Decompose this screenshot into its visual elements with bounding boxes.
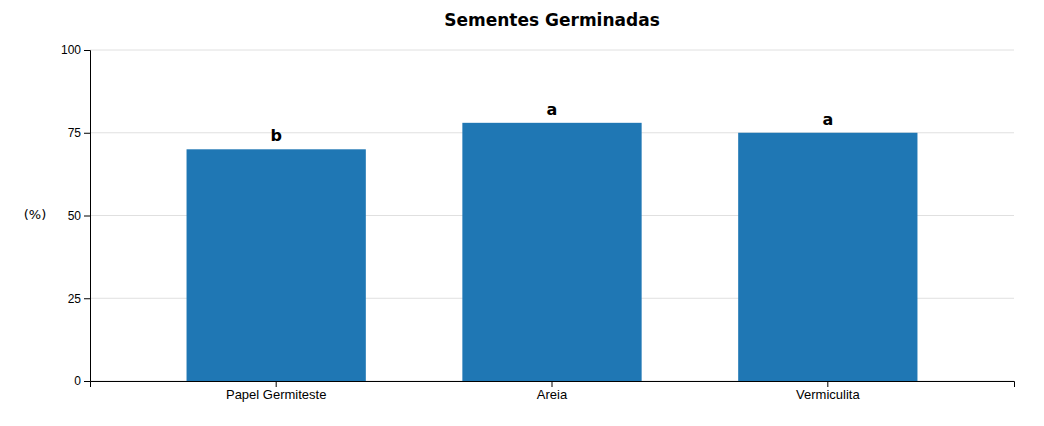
y-tick-mark bbox=[84, 216, 90, 217]
bars bbox=[187, 123, 918, 381]
title: Sementes Germinadas bbox=[444, 10, 660, 30]
y-axis-label: (%) bbox=[24, 207, 47, 222]
x-axis-line bbox=[91, 382, 1015, 388]
y-tick-mark bbox=[84, 50, 90, 51]
x-tick-mark bbox=[552, 381, 553, 387]
y-tick: 0 bbox=[74, 374, 90, 388]
y-tick-label: 25 bbox=[68, 292, 82, 306]
y-tick-mark bbox=[84, 298, 90, 299]
y-axis: 0 25 50 75 100 bbox=[61, 43, 91, 388]
grid-line bbox=[90, 50, 1014, 51]
x-tick-label: Vermiculita bbox=[796, 387, 860, 402]
y-axis-line bbox=[84, 51, 91, 382]
y-tick-label: 0 bbox=[74, 374, 81, 388]
grid bbox=[90, 50, 1014, 381]
bar bbox=[738, 133, 917, 381]
bar bbox=[187, 149, 366, 381]
x-tick-mark bbox=[827, 381, 828, 387]
bar bbox=[462, 123, 641, 381]
x-tick-label: Areia bbox=[537, 387, 568, 402]
x-tick-mark bbox=[276, 381, 277, 387]
annotation: b bbox=[270, 126, 281, 145]
annotation: a bbox=[822, 110, 833, 129]
x-tick: Vermiculita bbox=[796, 381, 860, 402]
x-tick: Areia bbox=[537, 381, 568, 402]
y-tick-label: 100 bbox=[61, 43, 81, 57]
y-tick: 25 bbox=[68, 292, 90, 306]
y-tick-label: 50 bbox=[68, 209, 82, 223]
chart-svg: 0 25 50 75 100 Papel Germiteste Areia Vermiculi… bbox=[0, 0, 1044, 426]
annotations: b a a bbox=[270, 100, 833, 145]
plot: 0 25 50 75 100 Papel Germiteste Areia Vermiculi… bbox=[61, 43, 1015, 402]
y-tick: 75 bbox=[68, 126, 90, 140]
y-tick-mark bbox=[84, 381, 90, 382]
y-tick-label: 75 bbox=[68, 126, 82, 140]
x-tick-label: Papel Germiteste bbox=[226, 387, 326, 402]
x-tick: Papel Germiteste bbox=[226, 381, 326, 402]
x-axis: Papel Germiteste Areia Vermiculita bbox=[91, 381, 1015, 402]
y-tick: 50 bbox=[68, 209, 90, 223]
y-tick-mark bbox=[84, 133, 90, 134]
annotation: a bbox=[547, 100, 558, 119]
y-tick: 100 bbox=[61, 43, 90, 57]
